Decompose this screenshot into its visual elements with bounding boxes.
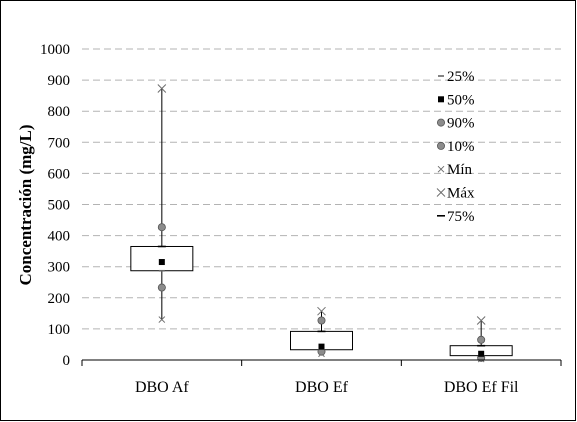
- legend-marker-2-shape: [438, 96, 444, 103]
- legend-marker-4: [436, 141, 445, 150]
- legend-marker-3: [436, 118, 445, 127]
- y-tick-label-900: 900: [48, 73, 71, 89]
- legend-marker-5: [437, 165, 445, 173]
- p90-marker-shape: [157, 223, 166, 232]
- median-marker: [158, 259, 165, 266]
- max-marker: [157, 84, 167, 93]
- median-marker-shape: [318, 343, 325, 350]
- category-label-3: DBO Ef Fil: [444, 379, 519, 396]
- y-tick-label-1000: 1000: [40, 42, 70, 58]
- legend-label-6: Máx: [447, 186, 475, 202]
- legend-item-3: 90%: [436, 116, 475, 132]
- min-marker-stroke-b: [158, 316, 166, 323]
- legend-marker-3-shape: [436, 118, 445, 127]
- legend-marker-5-stroke-b: [437, 165, 445, 173]
- category-label-2: DBO Ef: [295, 379, 349, 396]
- median-marker: [478, 350, 485, 357]
- box-3: [449, 316, 513, 363]
- legend-label-5: Mín: [447, 162, 473, 178]
- legend-item-6: Máx: [436, 186, 475, 202]
- legend-item-4: 10%: [436, 139, 475, 155]
- legend-marker-2: [438, 96, 444, 103]
- median-marker-shape: [478, 350, 485, 357]
- legend-label-2: 50%: [447, 92, 475, 108]
- y-tick-label-700: 700: [48, 135, 71, 151]
- max-marker: [317, 306, 326, 316]
- category-labels: DBO Af DBO Ef DBO Ef Fil: [81, 360, 562, 396]
- max-marker-stroke-b: [157, 84, 167, 93]
- y-axis-title: Concentración (mg/L): [16, 124, 35, 285]
- y-tick-label-100: 100: [48, 322, 71, 338]
- y-tick-label-500: 500: [48, 198, 71, 214]
- category-label-1: DBO Af: [135, 379, 189, 396]
- legend-item-1: 25%: [438, 69, 475, 85]
- legend-marker-6: [436, 188, 446, 197]
- legend-item-5: Mín: [437, 162, 473, 178]
- median-marker-shape: [158, 259, 165, 266]
- p90-marker: [157, 223, 166, 232]
- p90-marker: [317, 316, 326, 325]
- legend-label-1: 25%: [447, 69, 475, 85]
- iqr-box: [130, 245, 194, 272]
- p10-marker-shape: [157, 283, 166, 292]
- boxes: [130, 84, 513, 363]
- y-tick-label-0: 0: [63, 353, 71, 369]
- p90-marker: [477, 335, 486, 344]
- y-tick-label-400: 400: [48, 229, 71, 245]
- y-tick-labels: 0 100 200 300 400 500 600 700 800 900 1000: [40, 42, 70, 369]
- min-marker: [158, 316, 166, 323]
- legend-marker-6-stroke-b: [436, 188, 446, 197]
- p10-marker: [157, 283, 166, 292]
- y-tick-label-200: 200: [48, 291, 71, 307]
- y-tick-label-600: 600: [48, 166, 71, 182]
- max-marker-stroke-b: [476, 316, 486, 325]
- p90-marker-shape: [477, 335, 486, 344]
- legend-label-4: 10%: [447, 139, 475, 155]
- y-tick-label-300: 300: [48, 260, 71, 276]
- max-marker-stroke-b: [317, 306, 326, 316]
- legend-item-7: 75%: [437, 209, 475, 225]
- legend-item-2: 50%: [438, 92, 475, 108]
- legend: 25% 50% 90% 10% Mín Máx 75%: [436, 69, 475, 225]
- legend-marker-4-shape: [436, 141, 445, 150]
- p90-marker-shape: [317, 316, 326, 325]
- legend-label-3: 90%: [447, 116, 475, 132]
- y-tick-label-800: 800: [48, 104, 71, 120]
- max-marker: [476, 316, 486, 325]
- median-marker: [318, 343, 325, 350]
- box-1: [130, 84, 194, 323]
- legend-label-7: 75%: [447, 209, 475, 225]
- box-2: [290, 306, 353, 358]
